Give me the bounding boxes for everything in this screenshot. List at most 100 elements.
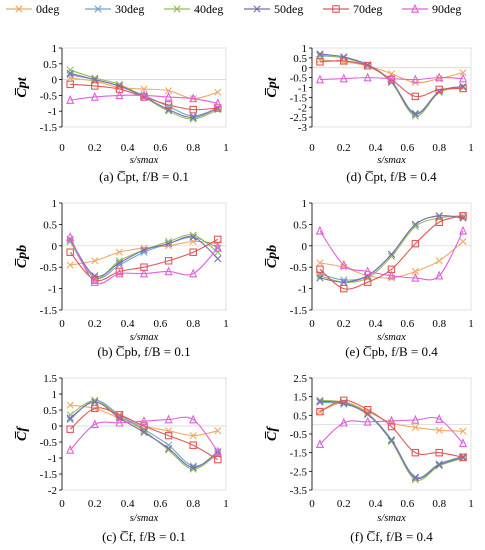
y-tick-label: -1.5 <box>290 305 308 317</box>
y-tick-label: -1.5 <box>40 305 58 317</box>
data-point <box>411 474 419 482</box>
data-point <box>459 84 467 93</box>
data-point <box>340 53 348 61</box>
data-point <box>316 50 324 58</box>
data-point <box>411 476 419 484</box>
x-tick-label: 1 <box>468 142 474 154</box>
series-line <box>70 83 218 111</box>
data-point <box>316 259 324 267</box>
series-70deg <box>66 404 222 464</box>
data-point <box>140 85 148 93</box>
legend-item-30deg: 30deg <box>85 2 144 16</box>
series-line <box>69 236 219 285</box>
data-point <box>214 104 222 112</box>
data-point <box>387 436 396 445</box>
y-tick-label: -2.5 <box>290 112 308 124</box>
data-point <box>411 92 420 101</box>
x-tick-label: 0.2 <box>88 142 102 154</box>
data-point <box>411 272 420 282</box>
legend-item-0deg: 0deg <box>6 2 59 16</box>
series-90deg <box>315 225 468 282</box>
chart-panel-e: 10.50-0.5-1-1.50 0.2 0.4 0.6 0.8 1C̅pbs/smax(… <box>264 198 474 359</box>
y-tick-label: -2 <box>298 102 307 114</box>
y-tick-label: 0.5 <box>43 219 57 231</box>
x-tick-label: 0.6 <box>154 142 168 154</box>
y-tick-label: -1 <box>48 453 57 465</box>
series-70deg <box>316 212 467 293</box>
data-point <box>139 268 149 278</box>
data-point <box>411 110 419 118</box>
data-point <box>90 419 99 429</box>
y-tick-label: 1.5 <box>43 373 57 385</box>
data-point <box>165 444 173 452</box>
data-point <box>140 428 148 436</box>
data-point <box>66 248 74 256</box>
legend-item-90deg: 90deg <box>402 2 461 16</box>
data-point <box>364 274 372 282</box>
data-point <box>411 423 419 432</box>
y-tick-label: 0 <box>302 63 308 75</box>
x-tick-label: 0.6 <box>401 142 415 154</box>
y-tick-label: 1.5 <box>293 392 307 404</box>
data-point <box>363 405 372 414</box>
series-90deg <box>315 72 468 84</box>
data-point <box>364 410 372 418</box>
data-point <box>139 416 149 425</box>
y-tick-label: -1 <box>48 106 57 118</box>
legend-label: 0deg <box>36 2 59 16</box>
y-tick-label: -0.5 <box>290 73 308 85</box>
x-tick-label: 1 <box>468 318 474 330</box>
data-point <box>140 246 148 254</box>
x-axis-label: s/smax <box>377 513 406 524</box>
data-point <box>115 267 124 276</box>
x-tick-label: 0.8 <box>186 498 200 510</box>
data-point <box>189 432 197 440</box>
series-70deg <box>66 80 222 114</box>
legend-marker-square <box>332 5 340 13</box>
x-tick-label: 0.6 <box>154 318 168 330</box>
data-point <box>91 398 99 406</box>
x-tick-label: 0.2 <box>88 498 102 510</box>
x-tick-label: 1 <box>468 498 474 510</box>
data-point <box>140 422 148 430</box>
series-70deg <box>66 235 222 284</box>
data-point <box>315 225 325 235</box>
panel-caption: (b) C̅pb, f/B = 0.1 <box>97 344 190 359</box>
data-point <box>316 58 324 66</box>
data-point <box>164 101 173 109</box>
panel-caption: (e) C̅pb, f/B = 0.4 <box>345 344 438 359</box>
series-line <box>319 53 464 115</box>
x-tick-label: 0.6 <box>401 498 415 510</box>
data-point <box>315 439 325 449</box>
data-point <box>165 106 173 114</box>
data-point <box>66 444 75 454</box>
y-tick-label: -3 <box>298 122 308 134</box>
data-point <box>363 72 372 82</box>
x-tick-label: 0.4 <box>121 142 135 154</box>
x-tick-label: 0 <box>309 142 315 154</box>
y-tick-label: -1 <box>298 284 307 296</box>
legend-marker-x <box>253 5 261 13</box>
data-point <box>213 98 222 108</box>
data-point <box>91 404 99 413</box>
y-tick-label: -2 <box>48 485 57 497</box>
panel-caption: (c) C̅f, f/B = 0.1 <box>102 529 186 544</box>
y-tick-label: 0.5 <box>43 405 57 417</box>
series-line <box>319 399 464 458</box>
data-point <box>115 259 123 267</box>
x-tick-label: 0.8 <box>432 498 446 510</box>
data-point <box>91 272 99 280</box>
data-point <box>165 240 173 248</box>
data-point <box>411 448 420 457</box>
legend-item-40deg: 40deg <box>164 2 223 16</box>
y-tick-label: -0.5 <box>40 437 58 449</box>
legend-label: 90deg <box>432 2 461 16</box>
data-point <box>387 415 396 425</box>
data-point <box>459 427 467 435</box>
series-30deg <box>316 398 467 481</box>
x-tick-label: 0.6 <box>401 318 415 330</box>
panel-caption: (d) C̅pt, f/B = 0.4 <box>346 169 437 184</box>
y-tick-label: 0.5 <box>293 219 307 231</box>
y-tick-label: -1 <box>48 284 57 296</box>
x-axis-label: s/smax <box>130 155 159 166</box>
